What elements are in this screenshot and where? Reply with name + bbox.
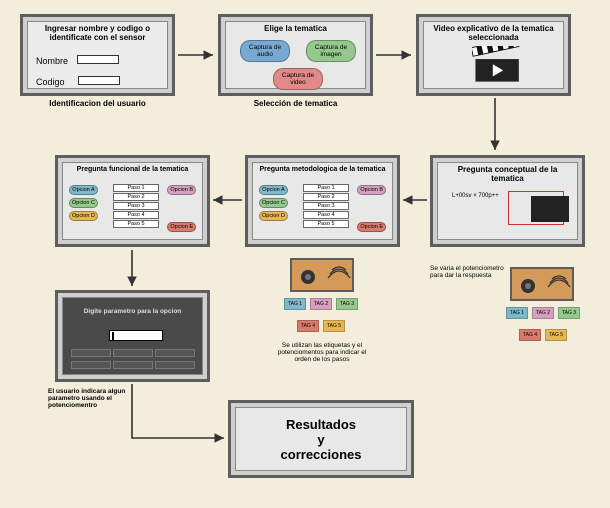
panel-param: Digite parametro para la opcion [55, 290, 210, 382]
metod-opt-d[interactable]: Opcion D [259, 211, 288, 221]
metod-opt-c[interactable]: Opcion C [259, 198, 288, 208]
nombre-input[interactable] [77, 55, 119, 64]
panel-identificacion: Ingresar nombre y codigo o identificate … [20, 14, 175, 96]
conceptual-title: Pregunta conceptual de la tematica [438, 163, 577, 187]
metod-opt-e[interactable]: Opcion E [357, 222, 386, 232]
func-step: Paso 2 [113, 193, 159, 201]
metod-opt-b[interactable]: Opcion B [357, 185, 386, 195]
func-opt-a[interactable]: Opcion A [69, 185, 98, 195]
tag: TAG 4 [297, 320, 319, 332]
func-step: Paso 1 [113, 184, 159, 192]
func-opt-e[interactable]: Opcion E [167, 222, 196, 232]
tematica-subtitle: Selección de tematica [218, 100, 373, 109]
conceptual-caption: Se varia el potenciometro para dar la re… [430, 265, 504, 279]
codigo-label: Codigo [36, 77, 65, 87]
func-opt-d[interactable]: Opcion D [69, 211, 98, 221]
panel-tematica: Elige la tematica Captura de audio Captu… [218, 14, 373, 96]
metod-step: Paso 5 [303, 220, 349, 228]
panel-resultados: Resultados y correcciones [228, 400, 414, 478]
tag: TAG 3 [558, 307, 580, 319]
res-l3: correcciones [281, 447, 362, 462]
tematica-title: Elige la tematica [226, 22, 365, 37]
panel-metodologica: Pregunta metodologica de la tematica Opc… [245, 155, 400, 247]
potentiometer-icon [292, 260, 356, 294]
clapper-icon [472, 46, 524, 86]
device-conceptual [510, 267, 574, 301]
metod-caption: Se utilizan las etiquetas y el potenciom… [270, 342, 374, 363]
func-opt-c[interactable]: Opcion C [69, 198, 98, 208]
panel-video: Video explicativo de la tematica selecci… [416, 14, 571, 96]
device-metod [290, 258, 354, 292]
metod-step: Paso 4 [303, 211, 349, 219]
formula-a: L+00sv [452, 193, 472, 199]
tag: TAG 5 [323, 320, 345, 332]
tag: TAG 1 [284, 298, 306, 310]
res-l2: y [317, 432, 324, 447]
metod-step: Paso 3 [303, 202, 349, 210]
nombre-label: Nombre [36, 56, 68, 66]
param-title: Digite parametro para la opcion [63, 298, 202, 318]
tag: TAG 4 [519, 329, 541, 341]
metod-opt-a[interactable]: Opcion A [259, 185, 288, 195]
res-l1: Resultados [286, 417, 356, 432]
func-opt-b[interactable]: Opcion B [167, 185, 196, 195]
param-caption: El usuario indicara algun parametro usan… [48, 388, 132, 409]
potentiometer-icon [512, 269, 576, 303]
metod-title: Pregunta metodologica de la tematica [253, 163, 392, 177]
tag: TAG 1 [506, 307, 528, 319]
funcional-title: Pregunta funcional de la tematica [63, 163, 202, 177]
formula-b: 700p++ [478, 193, 498, 199]
panel-conceptual: Pregunta conceptual de la tematica L+00s… [430, 155, 585, 247]
func-step: Paso 4 [113, 211, 159, 219]
tag: TAG 5 [545, 329, 567, 341]
tag: TAG 3 [336, 298, 358, 310]
panel-funcional: Pregunta funcional de la tematica Opcion… [55, 155, 210, 247]
opt-audio[interactable]: Captura de audio [240, 40, 290, 62]
metod-step: Paso 2 [303, 193, 349, 201]
codigo-input[interactable] [78, 76, 120, 85]
func-step: Paso 3 [113, 202, 159, 210]
ident-subtitle: Identificacion del usuario [20, 100, 175, 109]
tag: TAG 2 [532, 307, 554, 319]
ident-title: Ingresar nombre y codigo o identificate … [28, 22, 167, 46]
metod-step: Paso 1 [303, 184, 349, 192]
concept-shape [508, 191, 564, 225]
opt-video[interactable]: Captura de video [273, 68, 323, 90]
func-step: Paso 5 [113, 220, 159, 228]
tag: TAG 2 [310, 298, 332, 310]
opt-imagen[interactable]: Captura de imagen [306, 40, 356, 62]
video-title: Video explicativo de la tematica selecci… [424, 22, 563, 46]
param-input[interactable] [109, 330, 163, 341]
